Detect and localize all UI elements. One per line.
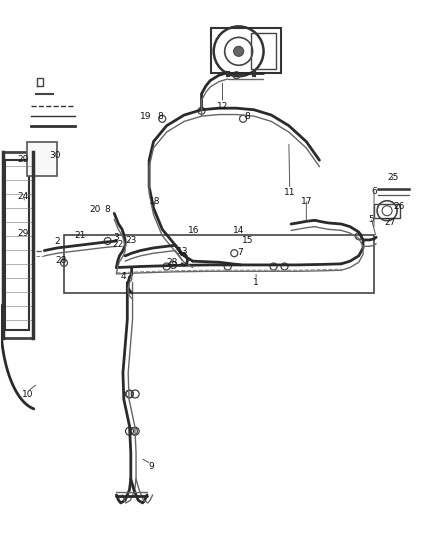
Bar xyxy=(374,204,400,217)
Text: 14: 14 xyxy=(233,226,244,235)
Bar xyxy=(27,142,57,176)
Text: 19: 19 xyxy=(140,112,152,121)
Text: 16: 16 xyxy=(188,226,199,235)
Text: 21: 21 xyxy=(74,231,86,240)
Text: 15: 15 xyxy=(242,237,253,246)
Text: 24: 24 xyxy=(18,192,29,201)
Text: 22: 22 xyxy=(112,240,124,249)
Text: 28: 28 xyxy=(55,256,67,264)
Bar xyxy=(211,28,280,73)
Text: 18: 18 xyxy=(148,197,160,206)
Bar xyxy=(3,152,33,338)
Text: 9: 9 xyxy=(148,462,154,471)
Text: 5: 5 xyxy=(368,215,374,224)
Text: 27: 27 xyxy=(385,219,396,228)
Text: 26: 26 xyxy=(393,203,405,212)
Text: 8: 8 xyxy=(157,112,163,121)
Text: 29: 29 xyxy=(18,229,29,238)
Text: 29: 29 xyxy=(18,155,29,164)
Text: 25: 25 xyxy=(387,173,399,182)
Circle shape xyxy=(233,46,244,56)
Text: 3: 3 xyxy=(113,233,119,242)
Text: 11: 11 xyxy=(284,188,296,197)
Text: 4: 4 xyxy=(121,272,127,280)
Text: 12: 12 xyxy=(217,102,228,110)
Text: 7: 7 xyxy=(237,248,243,257)
Text: 8: 8 xyxy=(105,205,110,214)
Text: 13: 13 xyxy=(177,247,189,256)
Text: 10: 10 xyxy=(22,390,34,399)
Text: 28: 28 xyxy=(166,258,177,266)
Bar xyxy=(64,235,374,293)
Text: 2: 2 xyxy=(55,237,60,246)
Text: 23: 23 xyxy=(125,237,137,246)
Bar xyxy=(5,160,29,330)
Text: 30: 30 xyxy=(49,151,61,160)
Text: 17: 17 xyxy=(300,197,312,206)
Text: 1: 1 xyxy=(253,278,259,287)
Text: 8: 8 xyxy=(244,112,250,121)
Text: 6: 6 xyxy=(371,187,377,196)
Text: 20: 20 xyxy=(89,205,100,214)
Bar xyxy=(251,34,276,69)
